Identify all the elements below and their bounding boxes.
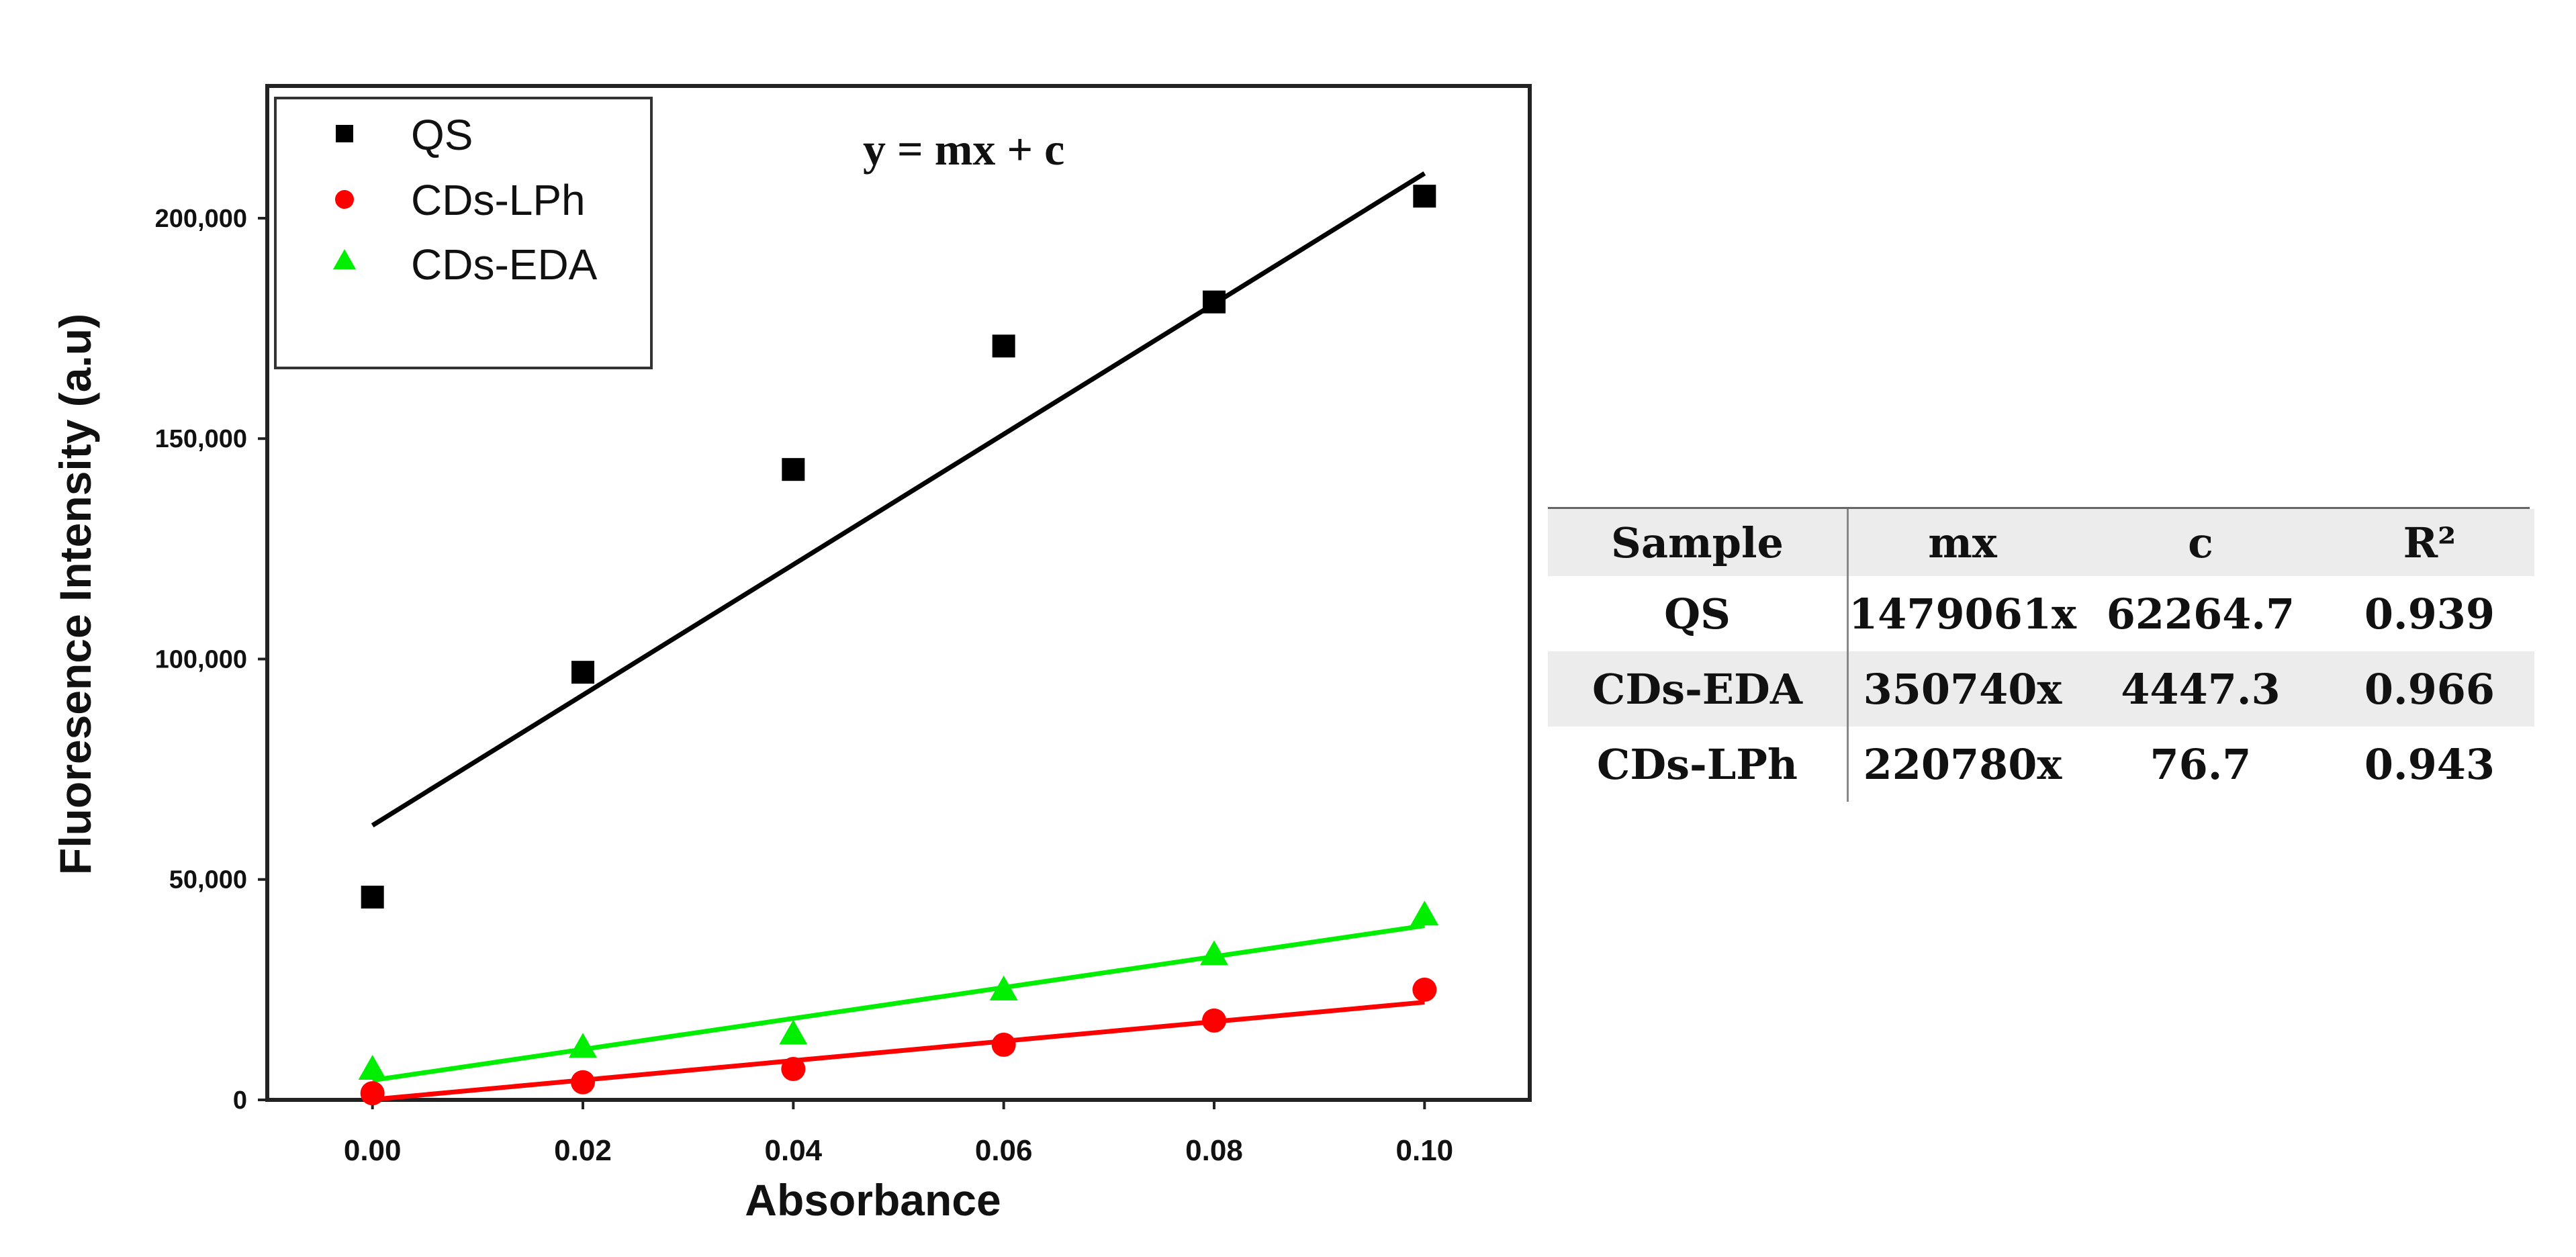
data-point-qs	[1413, 185, 1436, 208]
fit-line-qs	[371, 171, 1426, 828]
table-cell: 1479061x	[1849, 589, 2076, 639]
fit-line-cds-eda	[372, 923, 1425, 1083]
table-top-rule	[1548, 507, 2530, 510]
data-point-cds-lph	[1202, 1008, 1226, 1033]
fit-parameters-table: Sample mx c R² QS 1479061x 62264.7 0.939…	[1548, 509, 2534, 802]
table-cell: 62264.7	[2106, 589, 2295, 639]
legend-label-qs: QS	[411, 111, 473, 159]
header-sample: Sample	[1548, 509, 1849, 576]
y-tick-label: 0	[233, 1086, 247, 1115]
header-c: c	[2076, 509, 2325, 576]
plot-frame	[265, 84, 1532, 1102]
y-axis-title: Fluoresence Intensity (a.u)	[50, 314, 100, 875]
x-tick-label: 0.04	[765, 1134, 823, 1167]
x-tick-label: 0.02	[554, 1134, 612, 1167]
header-mx: mx	[1847, 509, 2076, 576]
table-cell: QS	[1548, 576, 1849, 651]
x-tick-label: 0.08	[1185, 1134, 1243, 1167]
equation-label: y = mx + c	[863, 124, 1064, 175]
data-point-qs	[782, 458, 805, 481]
legend-marker-cds-lph	[335, 190, 354, 209]
data-point-cds-eda	[1410, 900, 1439, 926]
x-tick-label: 0.10	[1396, 1134, 1454, 1167]
data-point-cds-lph	[571, 1070, 595, 1095]
table-row: CDs-EDA 350740x 4447.3 0.966	[1548, 651, 2534, 727]
x-axis-ticks: 0.00 0.02 0.04 0.06 0.08 0.10	[344, 1100, 1453, 1167]
table-row: QS 1479061x 62264.7 0.939	[1548, 576, 2534, 651]
data-point-cds-eda	[989, 975, 1018, 1000]
table-cell: 220780x	[1863, 739, 2062, 789]
table-cell: 4447.3	[2076, 651, 2325, 727]
data-point-cds-lph	[781, 1057, 806, 1082]
table-cell: CDs-LPh	[1548, 727, 1849, 802]
table-row: CDs-LPh 220780x 76.7 0.943	[1548, 727, 2534, 802]
data-point-qs	[1203, 290, 1226, 314]
data-point-cds-lph	[991, 1032, 1016, 1057]
data-markers	[358, 185, 1439, 1106]
fit-lines	[371, 171, 1426, 1102]
y-tick-label: 100,000	[155, 645, 247, 673]
x-tick-label: 0.06	[975, 1134, 1033, 1167]
y-tick-label: 150,000	[155, 425, 247, 453]
x-tick-label: 0.00	[344, 1134, 402, 1167]
x-axis-title: Absorbance	[745, 1175, 1001, 1225]
data-point-cds-eda	[1200, 940, 1228, 966]
legend-marker-qs	[336, 125, 353, 142]
legend: QS CDs-LPh CDs-EDA	[274, 97, 653, 369]
y-tick-label: 200,000	[155, 205, 247, 233]
data-point-qs	[571, 661, 594, 684]
legend-box	[274, 97, 653, 369]
header-r2: R²	[2324, 509, 2534, 576]
fit-line-cds-lph	[372, 1000, 1425, 1102]
table-cell: 76.7	[2150, 739, 2252, 789]
legend-label-cds-eda: CDs-EDA	[411, 240, 598, 289]
table-cell: 350740x	[1847, 651, 2076, 727]
table-cell: CDs-EDA	[1548, 651, 1849, 727]
table-cell: 0.966	[2324, 651, 2534, 727]
legend-label-cds-lph: CDs-LPh	[411, 176, 586, 224]
data-point-qs	[361, 886, 384, 909]
data-point-cds-lph	[360, 1081, 385, 1106]
data-point-cds-eda	[358, 1055, 387, 1080]
data-point-cds-eda	[779, 1019, 808, 1045]
data-point-qs	[992, 334, 1015, 358]
data-point-cds-eda	[569, 1033, 597, 1058]
y-axis-ticks: 0 50,000 100,000 150,000 200,000	[155, 205, 267, 1115]
data-point-cds-lph	[1412, 977, 1437, 1002]
legend-marker-cds-eda	[333, 249, 356, 269]
table-header-row: Sample mx c R²	[1548, 509, 2534, 576]
y-tick-label: 50,000	[169, 866, 247, 894]
table-cell: 0.943	[2364, 739, 2495, 789]
table-cell: 0.939	[2364, 589, 2495, 639]
